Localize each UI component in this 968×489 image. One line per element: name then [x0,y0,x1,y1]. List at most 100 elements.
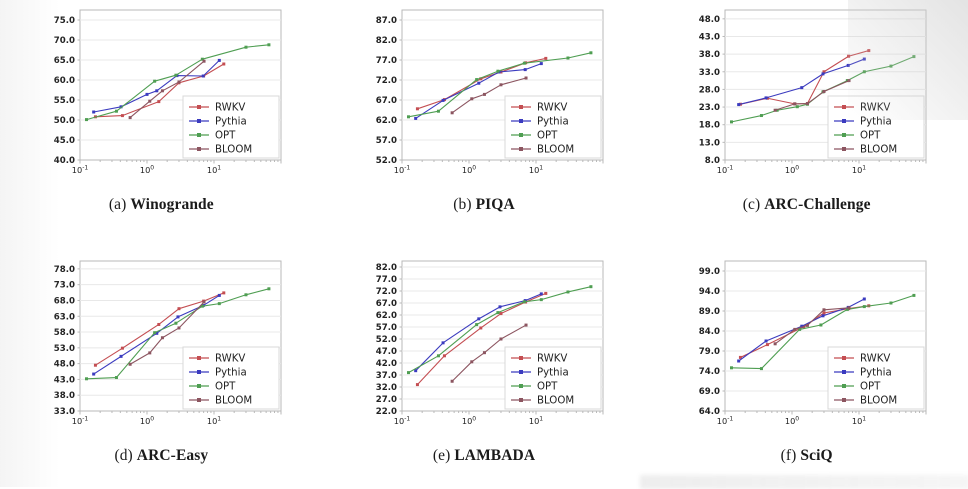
data-point-rwkv [479,77,483,81]
plot-area-d: 33.0 38.0 43.0 48.0 53.0 58.0 63.0 68.0 73.0 78.0… [0,251,323,441]
series-line-opt [731,294,915,370]
caption-index: (f) [780,447,801,464]
legend-d[interactable]: RWKV Pythia OPT BLOOM [182,346,280,410]
data-point-pythia [155,89,159,93]
data-point-pythia [477,81,481,85]
series-line-rwkv [417,57,547,110]
x-tick-label: 100 [140,164,154,175]
y-tick-label: 28.0 [699,85,720,95]
legend-label-opt: OPT [860,131,881,142]
data-point-pythia [217,293,221,297]
legend-f[interactable]: RWKV Pythia OPT BLOOM [827,346,925,410]
data-point-opt [114,109,118,113]
legend-label-pythia: Pythia [860,117,892,128]
series-line-pythia [415,293,543,372]
data-point-pythia [737,359,741,363]
plot-area-c: 8.0 13.0 18.0 23.0 28.0 33.0 38.0 43.0 48.0 10-1 1… [645,0,968,190]
data-point-rwkv [416,107,420,111]
data-point-opt [912,293,916,297]
legend-label-pythia: Pythia [215,368,247,379]
panel-a: 40.0 45.0 50.0 55.0 60.0 65.0 70.0 75.0 10-1 100 1… [0,0,323,237]
data-point-rwkv [544,291,548,295]
y-tick-label: 78.0 [54,265,75,275]
data-point-bloom [499,83,503,87]
x-tick-label: 100 [462,415,476,426]
data-point-rwkv [93,363,97,367]
data-point-opt [437,109,441,113]
data-point-opt [496,311,500,315]
y-tick-label: 69.0 [699,387,720,397]
data-point-rwkv [544,56,548,60]
data-point-opt [496,69,500,73]
data-point-rwkv [157,322,161,326]
x-tick-label: 100 [140,415,154,426]
y-tick-label: 62.0 [376,116,397,126]
caption-index: (d) [114,447,137,464]
legend-label-rwkv: RWKV [215,103,245,114]
data-point-pythia [442,98,446,102]
data-point-bloom [822,308,826,312]
y-tick-label: 65.0 [54,56,75,66]
y-tick-label: 37.0 [376,371,397,381]
legend-label-rwkv: RWKV [215,354,245,365]
y-tick-label: 40.0 [54,156,75,166]
y-tick-label: 79.0 [699,347,720,357]
panel-f: 64.0 69.0 74.0 79.0 84.0 89.0 94.0 99.0 10-1 100 1… [645,237,968,487]
y-tick-label: 23.0 [699,103,720,113]
data-point-opt [730,120,734,124]
data-point-rwkv [222,291,226,295]
series-line-pythia [415,63,542,119]
data-point-rwkv [157,100,161,104]
legend-label-rwkv: RWKV [860,354,890,365]
data-point-bloom [148,351,152,355]
legend-label-opt: OPT [215,382,236,393]
data-point-opt [437,354,441,358]
legend-label-opt: OPT [537,382,558,393]
data-point-bloom [177,80,181,84]
data-point-opt [798,327,802,331]
caption-name: PIQA [475,196,515,213]
caption-name: LAMBADA [454,447,536,464]
data-point-pythia [442,341,446,345]
data-point-bloom [148,99,152,103]
data-point-opt [589,285,593,289]
panel-caption-d: (d) ARC-Easy [114,447,208,465]
data-point-pythia [119,105,123,109]
y-tick-label: 45.0 [54,136,75,146]
data-point-bloom [822,90,826,94]
plot-area-b: 52.0 57.0 62.0 67.0 72.0 77.0 82.0 87.0 10-1 100 1… [323,0,646,190]
legend-b[interactable]: RWKV Pythia OPT BLOOM [504,95,602,159]
y-tick-label: 89.0 [699,307,720,317]
legend-a[interactable]: RWKV Pythia OPT BLOOM [182,95,280,159]
x-tick-label: 100 [462,164,476,175]
data-point-pythia [119,354,123,358]
x-tick-label: 10-1 [72,415,89,426]
y-tick-label: 27.0 [376,395,397,405]
legend-c[interactable]: RWKV Pythia OPT BLOOM [827,95,925,159]
panel-caption-b: (b) PIQA [453,196,515,214]
data-point-opt [152,331,156,335]
data-point-opt [407,371,411,375]
y-tick-label: 50.0 [54,116,75,126]
data-point-opt [912,55,916,59]
y-tick-label: 38.0 [699,50,720,60]
x-tick-label: 10-1 [394,164,411,175]
y-tick-label: 52.0 [376,156,397,166]
y-tick-label: 68.0 [54,296,75,306]
y-tick-label: 48.0 [699,15,720,25]
panel-caption-c: (c) ARC-Challenge [743,196,871,214]
data-point-bloom [483,92,487,96]
y-tick-label: 38.0 [54,391,75,401]
chart-c: 8.0 13.0 18.0 23.0 28.0 33.0 38.0 43.0 48.0 10-1 1… [699,9,927,175]
y-tick-label: 94.0 [699,287,720,297]
data-point-rwkv [766,343,770,347]
caption-index: (a) [108,196,131,213]
data-point-opt [775,108,779,112]
y-tick-label: 47.0 [376,347,397,357]
series-line-opt [408,286,592,374]
legend-e[interactable]: RWKV Pythia OPT BLOOM [504,346,602,410]
chart-b: 52.0 57.0 62.0 67.0 72.0 77.0 82.0 87.0 10-1 100 1… [376,9,604,175]
y-tick-label: 43.0 [699,32,720,42]
panel-c: 8.0 13.0 18.0 23.0 28.0 33.0 38.0 43.0 48.0 10-1 1… [645,0,968,237]
y-tick-label: 72.0 [376,287,397,297]
